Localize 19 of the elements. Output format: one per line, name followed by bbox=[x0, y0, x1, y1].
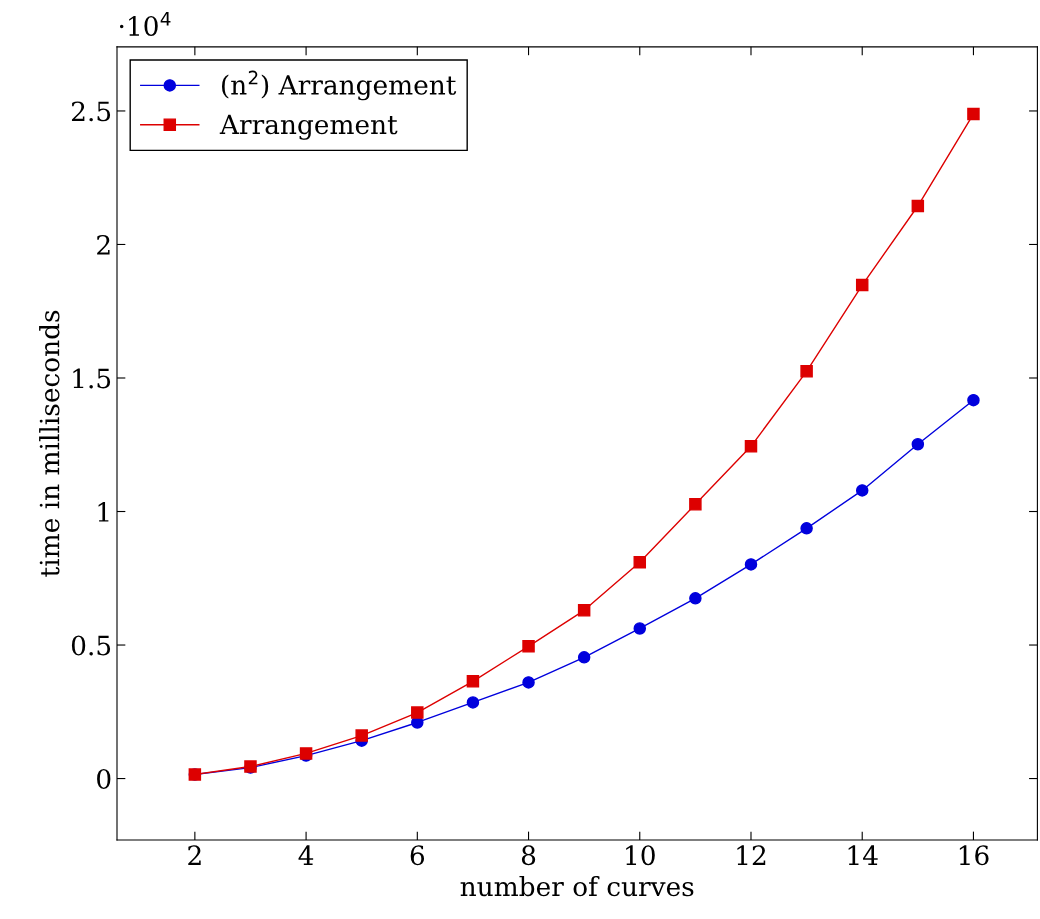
x-tick-label: 12 bbox=[737, 845, 766, 865]
y-tick-label: 0.5 bbox=[71, 635, 111, 656]
x-tick-label: 4 bbox=[298, 845, 314, 865]
x-tick-label: 2 bbox=[188, 845, 201, 865]
y-tick-label: 0 bbox=[97, 768, 111, 789]
y-tick-label: 2.5 bbox=[71, 101, 111, 122]
y-axis-title: time in milliseconds bbox=[39, 310, 60, 577]
text: ·10$^{4}$ bbox=[119, 12, 171, 37]
x-tick-label: 6 bbox=[410, 845, 425, 866]
x-axis-title: number of curves bbox=[460, 875, 694, 897]
x-tick-label: 14 bbox=[848, 845, 878, 865]
y-tick-label: 1 bbox=[98, 501, 109, 522]
x-tick-label: 16 bbox=[959, 845, 989, 866]
x-tick-label: 8 bbox=[521, 845, 536, 866]
x-tick-label: 10 bbox=[626, 845, 655, 866]
legend-label: Arrangement bbox=[219, 114, 398, 140]
y-tick-label: 1.5 bbox=[73, 368, 111, 389]
legend-label: (n$^{2}$) Arrangement bbox=[222, 70, 457, 101]
y-tick-label: 2 bbox=[97, 234, 110, 255]
